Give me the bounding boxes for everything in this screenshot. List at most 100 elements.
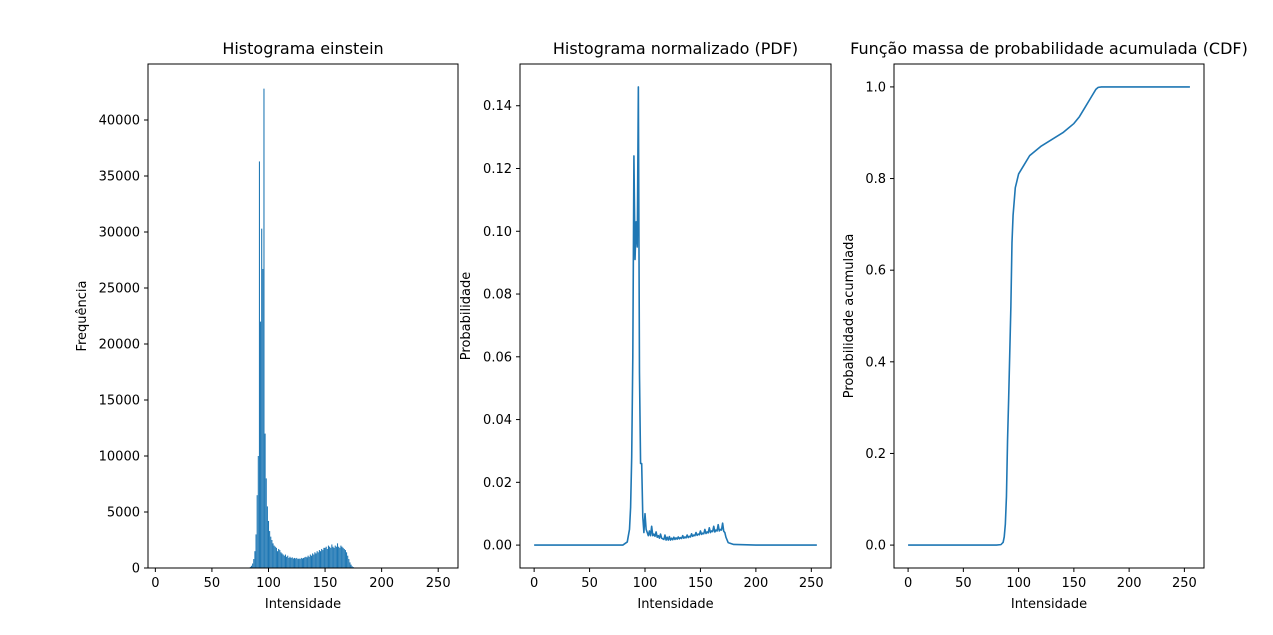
y-tick-label: 0 bbox=[132, 562, 140, 577]
histogram-bar bbox=[288, 558, 289, 568]
histogram-bar bbox=[284, 556, 285, 568]
histogram-bar bbox=[343, 548, 344, 568]
histogram-bar bbox=[278, 549, 279, 568]
histogram-bar bbox=[323, 548, 324, 568]
histogram-bar bbox=[259, 161, 260, 568]
x-tick-label: 0 bbox=[151, 576, 159, 591]
y-tick-label: 25000 bbox=[99, 282, 140, 297]
y-tick-label: 40000 bbox=[99, 114, 140, 129]
histogram-bar bbox=[338, 547, 339, 568]
histogram-bar bbox=[339, 548, 340, 568]
histogram-bar bbox=[269, 531, 270, 568]
histogram-bar bbox=[272, 543, 273, 568]
x-tick-label: 100 bbox=[633, 576, 658, 591]
histogram-bar bbox=[351, 565, 352, 568]
histogram-bar bbox=[266, 478, 267, 568]
y-axis-label: Probabilidade acumulada bbox=[842, 234, 857, 399]
x-tick-label: 0 bbox=[904, 576, 912, 591]
histogram-bar bbox=[297, 559, 298, 568]
series-line bbox=[534, 87, 817, 545]
histogram-bar bbox=[311, 556, 312, 568]
histogram-bar bbox=[304, 557, 305, 568]
histogram-bar bbox=[329, 547, 330, 568]
histogram-bar bbox=[260, 322, 261, 568]
histogram-bar bbox=[337, 543, 338, 568]
y-tick-label: 0.10 bbox=[483, 225, 512, 240]
x-tick-label: 50 bbox=[581, 576, 598, 591]
x-tick-label: 250 bbox=[799, 576, 824, 591]
x-tick-label: 150 bbox=[313, 576, 338, 591]
histogram-bar bbox=[252, 564, 253, 568]
histogram-bar bbox=[274, 546, 275, 568]
x-axis-label: Intensidade bbox=[265, 597, 341, 612]
y-axis-label: Probabilidade bbox=[459, 272, 474, 360]
histogram-bar bbox=[303, 558, 304, 568]
histogram-bar bbox=[294, 558, 295, 568]
histogram-bar bbox=[270, 537, 271, 568]
histogram-bar bbox=[265, 434, 266, 568]
y-tick-label: 0.04 bbox=[483, 413, 512, 428]
y-tick-label: 0.6 bbox=[865, 264, 886, 279]
histogram-bar bbox=[348, 559, 349, 568]
histogram-bar bbox=[277, 551, 278, 568]
histogram-bar bbox=[283, 555, 284, 568]
histogram-bar bbox=[280, 552, 281, 568]
histogram-bar bbox=[295, 558, 296, 568]
histogram-bar bbox=[325, 548, 326, 568]
y-tick-label: 1.0 bbox=[865, 80, 886, 95]
histogram-bar bbox=[330, 548, 331, 568]
histogram-bar bbox=[347, 556, 348, 568]
histogram-bar bbox=[306, 557, 307, 568]
histogram-bar bbox=[268, 521, 269, 568]
histogram-bar bbox=[271, 540, 272, 568]
histogram-bar bbox=[282, 553, 283, 568]
histogram-bar bbox=[332, 547, 333, 568]
histogram-bar bbox=[293, 558, 294, 568]
x-tick-label: 0 bbox=[530, 576, 538, 591]
x-tick-label: 150 bbox=[688, 576, 713, 591]
histogram-bar bbox=[328, 546, 329, 568]
x-tick-label: 100 bbox=[256, 576, 281, 591]
histogram-bar bbox=[267, 506, 268, 568]
histogram-bar bbox=[321, 549, 322, 568]
histogram-bar bbox=[289, 557, 290, 568]
y-tick-label: 5000 bbox=[107, 506, 140, 521]
histogram-bar bbox=[336, 547, 337, 568]
histogram-bar bbox=[254, 551, 255, 568]
histogram-bar bbox=[315, 553, 316, 568]
histogram-bar bbox=[292, 557, 293, 568]
histogram-bar bbox=[326, 547, 327, 568]
histogram-bar bbox=[253, 559, 254, 568]
histogram-bar bbox=[275, 547, 276, 568]
histogram-bar bbox=[310, 555, 311, 568]
histogram-bar bbox=[308, 556, 309, 568]
histogram-bar bbox=[317, 551, 318, 568]
histogram-bar bbox=[285, 555, 286, 568]
histogram-bar bbox=[296, 558, 297, 568]
histogram-bar bbox=[279, 550, 280, 568]
histogram-bar bbox=[258, 456, 259, 568]
chart-title: Histograma normalizado (PDF) bbox=[553, 39, 798, 58]
histogram-bar bbox=[302, 558, 303, 568]
histogram-bar bbox=[299, 558, 300, 568]
x-tick-label: 100 bbox=[1006, 576, 1031, 591]
axes-frame bbox=[520, 64, 831, 568]
histogram-bar bbox=[286, 557, 287, 568]
histogram-bar bbox=[276, 548, 277, 568]
histogram-bar bbox=[287, 556, 288, 568]
histogram-bar bbox=[331, 544, 332, 568]
histogram-bar bbox=[257, 495, 258, 568]
x-tick-label: 200 bbox=[369, 576, 394, 591]
histogram-bar bbox=[256, 534, 257, 568]
y-tick-label: 0.12 bbox=[483, 162, 512, 177]
histogram-bar bbox=[319, 550, 320, 568]
histogram-bar bbox=[309, 557, 310, 568]
histogram-bar bbox=[291, 558, 292, 568]
axes-frame bbox=[148, 64, 458, 568]
histogram-bar bbox=[349, 562, 350, 568]
histogram-bar bbox=[301, 558, 302, 568]
histogram-bar bbox=[335, 546, 336, 568]
